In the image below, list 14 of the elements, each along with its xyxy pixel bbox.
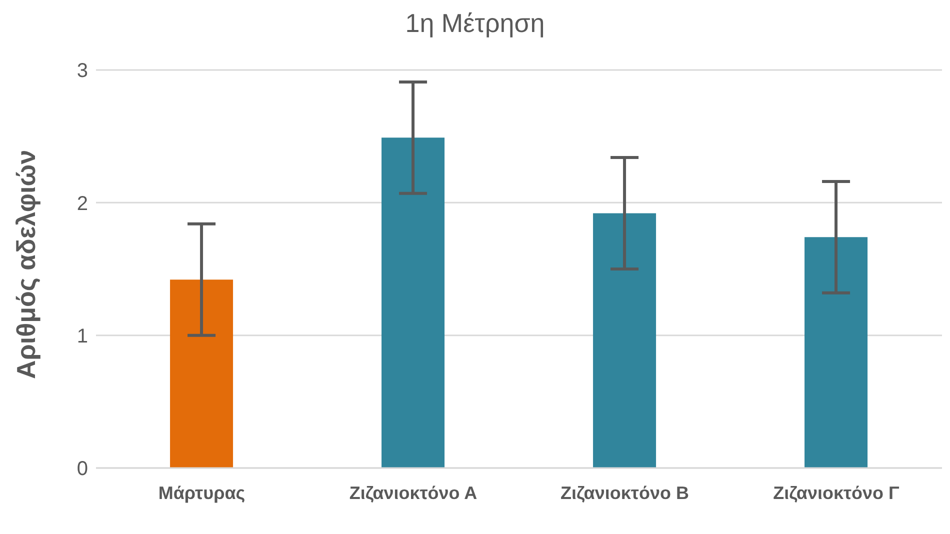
y-tick-label: 1: [76, 325, 88, 348]
bar: [593, 213, 656, 468]
bar: [804, 237, 868, 468]
y-tick-label: 0: [76, 458, 88, 480]
x-tick-label: Ζιζανιοκτόνο Α: [349, 482, 478, 503]
x-tick-label: Ζιζανιοκτόνο Γ: [773, 482, 900, 503]
chart-title: 1η Μέτρηση: [404, 8, 546, 40]
bar: [170, 280, 234, 468]
y-tick-label: 3: [76, 60, 88, 82]
bar: [382, 138, 445, 468]
x-tick-label: Μάρτυρας: [158, 482, 246, 503]
y-tick-label: 2: [76, 192, 88, 215]
x-tick-label: Ζιζανιοκτόνο Β: [560, 482, 689, 503]
y-axis-title: Αριθμός αδελφιών: [11, 150, 42, 379]
